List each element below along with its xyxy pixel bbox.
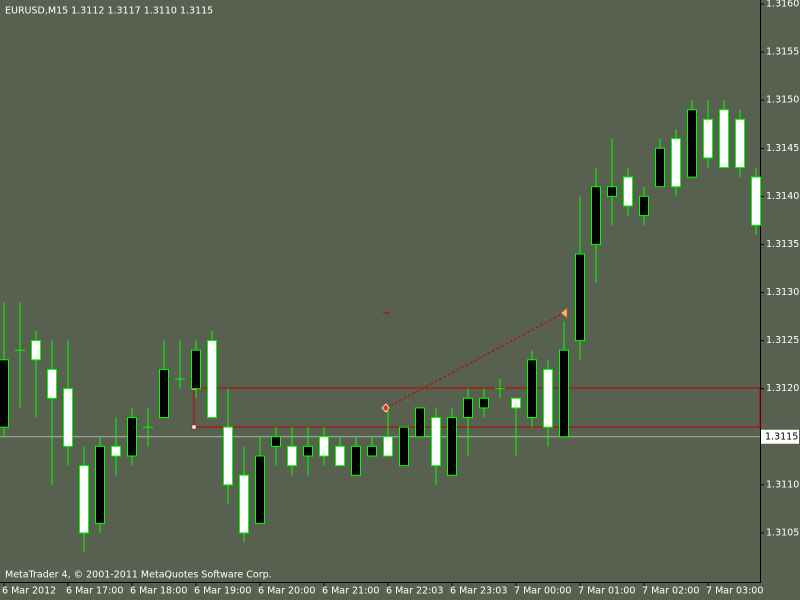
candle-body xyxy=(415,407,425,438)
candle-body xyxy=(207,340,217,419)
candle-body xyxy=(351,445,361,476)
candle-body xyxy=(127,417,137,457)
candle-body xyxy=(431,417,441,467)
x-tick-label: 6 Mar 20:00 xyxy=(258,586,315,597)
x-tick-label: 6 Mar 22:03 xyxy=(386,586,443,597)
candle-body xyxy=(751,176,761,226)
x-tick-label: 7 Mar 00:00 xyxy=(514,586,571,597)
candle-body xyxy=(719,109,729,168)
candle-body xyxy=(303,445,313,457)
y-tick-label: 1.3105 xyxy=(766,527,799,538)
candle-body xyxy=(223,426,233,486)
candle-body xyxy=(287,445,297,467)
y-tick-label: 1.3145 xyxy=(766,143,799,154)
candle-body xyxy=(687,109,697,178)
y-tick-label: 1.3135 xyxy=(766,239,799,250)
candle-body xyxy=(575,253,585,342)
candle-body xyxy=(607,186,617,197)
candle-body xyxy=(335,445,345,467)
y-tick-label: 1.3150 xyxy=(766,95,799,106)
candle-body xyxy=(63,388,73,447)
candle-body xyxy=(623,176,633,207)
candle-body xyxy=(367,445,377,457)
x-tick-label: 7 Mar 03:00 xyxy=(706,586,763,597)
x-tick-label: 6 Mar 19:00 xyxy=(194,586,251,597)
candle-body xyxy=(543,368,553,428)
candle-body xyxy=(463,397,473,419)
current-price-label: 1.3115 xyxy=(765,431,798,442)
candle-body xyxy=(527,359,537,419)
x-tick-label: 7 Mar 01:00 xyxy=(578,586,635,597)
x-tick-label: 7 Mar 02:00 xyxy=(642,586,699,597)
candle-body xyxy=(559,349,569,438)
candle-body xyxy=(703,118,713,159)
candle-body xyxy=(639,195,649,217)
rectangle-object[interactable] xyxy=(193,387,761,428)
candle-body xyxy=(47,368,57,399)
candle-body xyxy=(159,368,169,419)
chart-info: EURUSD,M15 1.3112 1.3117 1.3110 1.3115 xyxy=(5,6,213,17)
candle-body xyxy=(511,397,521,409)
candle-body xyxy=(319,436,329,457)
trend-line-object[interactable] xyxy=(385,312,565,409)
copyright: MetaTrader 4, © 2001-2011 MetaQuotes Sof… xyxy=(5,570,272,581)
candle-body xyxy=(255,455,265,524)
candle-body xyxy=(399,426,409,467)
candle-body xyxy=(239,474,249,534)
y-tick-label: 1.3140 xyxy=(766,191,799,202)
x-tick-label: 6 Mar 17:00 xyxy=(66,586,123,597)
candle-body xyxy=(479,397,489,409)
candle-body xyxy=(271,436,281,447)
candle-body xyxy=(191,349,201,390)
arrow-object[interactable] xyxy=(381,403,390,413)
candle-body xyxy=(31,340,41,361)
y-tick-label: 1.3120 xyxy=(766,383,799,394)
candle-body xyxy=(735,118,745,168)
candle-body xyxy=(79,465,89,534)
candle-body xyxy=(95,445,105,524)
object-handle[interactable] xyxy=(191,424,197,430)
y-tick-label: 1.3160 xyxy=(766,0,799,10)
y-tick-label: 1.3130 xyxy=(766,287,799,298)
current-price-box xyxy=(761,429,799,444)
candle-body xyxy=(591,186,601,245)
x-tick-label: 6 Mar 2012 xyxy=(2,586,56,597)
y-tick-label: 1.3155 xyxy=(766,47,799,58)
candle-body xyxy=(655,147,665,188)
candle-body xyxy=(671,138,681,188)
x-tick-label: 6 Mar 21:00 xyxy=(322,586,379,597)
y-tick-label: 1.3110 xyxy=(766,479,799,490)
y-tick-label: 1.3125 xyxy=(766,335,799,346)
arrow-object[interactable] xyxy=(560,307,568,319)
candle-body xyxy=(0,359,9,428)
x-tick-label: 6 Mar 23:03 xyxy=(450,586,507,597)
candle-body xyxy=(111,445,121,457)
candle-body xyxy=(447,417,457,476)
x-tick-label: 6 Mar 18:00 xyxy=(130,586,187,597)
candle-body xyxy=(383,436,393,457)
